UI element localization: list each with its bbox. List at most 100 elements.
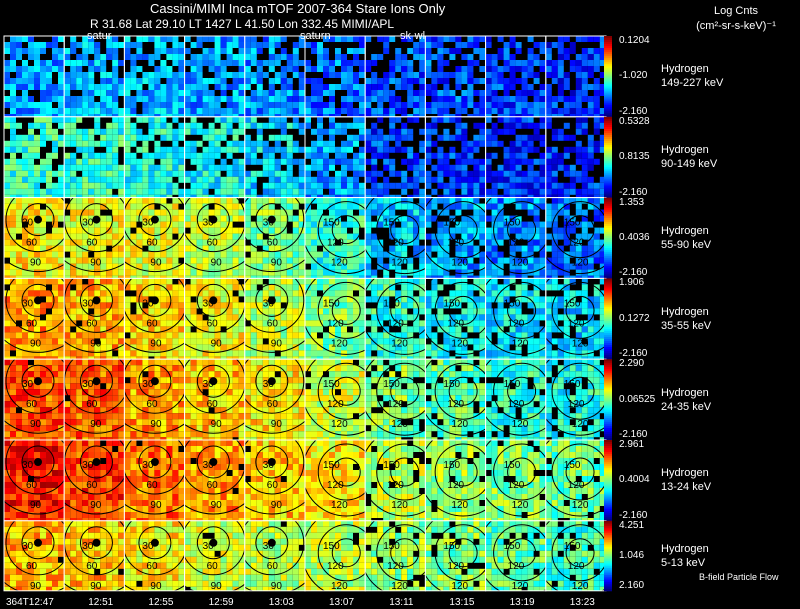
time-label: 13:11 bbox=[389, 597, 414, 608]
contour-label: 90 bbox=[90, 500, 102, 511]
colorbar-tick-label: -2.160 bbox=[619, 186, 648, 198]
contour-label: 90 bbox=[30, 500, 42, 511]
contour-label: 120 bbox=[508, 399, 525, 410]
time-label: 364T12:47 bbox=[6, 597, 54, 608]
contour-label: 120 bbox=[508, 238, 525, 249]
heatmap-cell: 150 120 120 bbox=[485, 359, 546, 441]
contour-label: 60 bbox=[267, 480, 279, 491]
heatmap-cell: 30 60 90 bbox=[64, 278, 125, 360]
contour-label: 150 bbox=[443, 379, 460, 390]
time-label: 13:15 bbox=[449, 597, 475, 608]
contour-label: 120 bbox=[508, 480, 525, 491]
contour-label: 120 bbox=[331, 419, 348, 430]
colorbar-tick-label: 1.906 bbox=[619, 277, 645, 289]
contour-label: 120 bbox=[572, 581, 589, 592]
contour-label: 120 bbox=[327, 238, 344, 249]
contour-label: 90 bbox=[271, 258, 283, 269]
heatmap-cell bbox=[184, 36, 245, 117]
orbit-info: R 31.68 Lat 29.10 LT 1427 L 41.50 Lon 33… bbox=[90, 17, 394, 31]
contour-label: 30 bbox=[82, 379, 94, 390]
colorbar-tick-label: 0.1272 bbox=[619, 312, 650, 324]
contour-label: 150 bbox=[564, 541, 581, 552]
band-species: Hydrogen bbox=[661, 305, 709, 318]
heatmap-cell bbox=[184, 116, 245, 198]
heatmap-cell bbox=[365, 116, 426, 198]
contour-label: 30 bbox=[82, 460, 94, 471]
contour-label: 90 bbox=[211, 500, 223, 511]
contour-label: 90 bbox=[30, 581, 42, 592]
contour-label: 120 bbox=[331, 338, 348, 349]
contour-label: 120 bbox=[447, 480, 464, 491]
time-label: 13:07 bbox=[329, 597, 355, 608]
heatmap-cell: 30 60 90 bbox=[184, 197, 245, 279]
contour-label: 150 bbox=[504, 218, 521, 229]
band-label: Hydrogen 55-90 keV bbox=[661, 224, 711, 252]
band-species: Hydrogen bbox=[661, 225, 709, 237]
contour-label: 90 bbox=[90, 419, 102, 430]
contour-label: 120 bbox=[327, 318, 344, 329]
contour-label: 90 bbox=[30, 258, 42, 269]
heatmap-cell bbox=[485, 116, 546, 198]
contour-label: 150 bbox=[383, 379, 400, 390]
contour-label: 30 bbox=[263, 298, 275, 309]
contour-label: 30 bbox=[203, 379, 215, 390]
contour-label: 60 bbox=[86, 561, 98, 572]
heatmap-cell: 30 60 90 bbox=[124, 440, 185, 521]
colorbar-tick-label: 0.5328 bbox=[619, 115, 650, 127]
contour-label: 30 bbox=[82, 541, 94, 552]
contour-label: 120 bbox=[451, 419, 468, 430]
colorbar bbox=[604, 278, 612, 360]
contour-label: 60 bbox=[267, 318, 279, 329]
heatmap-cell bbox=[64, 36, 125, 117]
heatmap-cell bbox=[425, 36, 486, 117]
contour-label: 60 bbox=[26, 318, 38, 329]
heatmap-cell: 30 60 90 bbox=[64, 520, 125, 592]
contour-label: 30 bbox=[263, 379, 275, 390]
heatmap-cell bbox=[305, 36, 366, 117]
heatmap-cell bbox=[545, 36, 606, 117]
contour-label: 120 bbox=[568, 399, 585, 410]
heatmap-cell: 150 120 120 bbox=[425, 440, 486, 521]
contour-label: 120 bbox=[387, 399, 404, 410]
contour-label: 150 bbox=[323, 541, 340, 552]
overlay-label-saturn: saturn bbox=[300, 30, 331, 42]
contour-label: 30 bbox=[142, 541, 154, 552]
band-energy: 55-90 keV bbox=[661, 239, 712, 251]
time-label: 13:23 bbox=[569, 597, 595, 608]
colorbar-tick-label: -2.160 bbox=[619, 267, 648, 279]
contour-label: 30 bbox=[142, 460, 154, 471]
contour-label: 60 bbox=[146, 318, 158, 329]
heatmap-cell: 150 120 120 bbox=[365, 520, 426, 591]
contour-label: 90 bbox=[211, 258, 223, 269]
contour-label: 30 bbox=[203, 460, 215, 471]
contour-label: 150 bbox=[383, 218, 400, 229]
contour-label: 60 bbox=[86, 318, 98, 329]
contour-label: 60 bbox=[26, 561, 38, 572]
contour-label: 120 bbox=[391, 500, 408, 511]
colorbar bbox=[604, 36, 612, 118]
contour-label: 150 bbox=[383, 541, 400, 552]
contour-label: 120 bbox=[451, 338, 468, 349]
contour-label: 60 bbox=[86, 399, 98, 410]
contour-label: 120 bbox=[387, 561, 404, 572]
contour-label: 60 bbox=[26, 238, 38, 249]
contour-label: 60 bbox=[207, 399, 219, 410]
contour-label: 150 bbox=[564, 460, 581, 471]
heatmap-cell bbox=[4, 116, 65, 198]
heatmap-cell: 30 60 90 bbox=[4, 278, 65, 360]
heatmap-cell: 150 120 120 bbox=[545, 197, 606, 279]
time-label: 13:19 bbox=[509, 597, 535, 608]
contour-label: 150 bbox=[504, 379, 521, 390]
contour-label: 60 bbox=[86, 238, 98, 249]
contour-label: 150 bbox=[564, 379, 581, 390]
contour-label: 120 bbox=[331, 581, 348, 592]
contour-label: 90 bbox=[150, 258, 162, 269]
colorbar-tick-label: -2.160 bbox=[619, 105, 648, 117]
band-label: Hydrogen 35-55 keV bbox=[661, 305, 711, 333]
heatmap-cell: 150 120 120 bbox=[365, 359, 426, 441]
contour-label: 30 bbox=[263, 541, 275, 552]
contour-label: 90 bbox=[90, 581, 102, 592]
contour-label: 120 bbox=[572, 419, 589, 430]
heatmap-cell bbox=[124, 116, 185, 198]
colorbar-tick-label: -2.160 bbox=[619, 509, 648, 521]
